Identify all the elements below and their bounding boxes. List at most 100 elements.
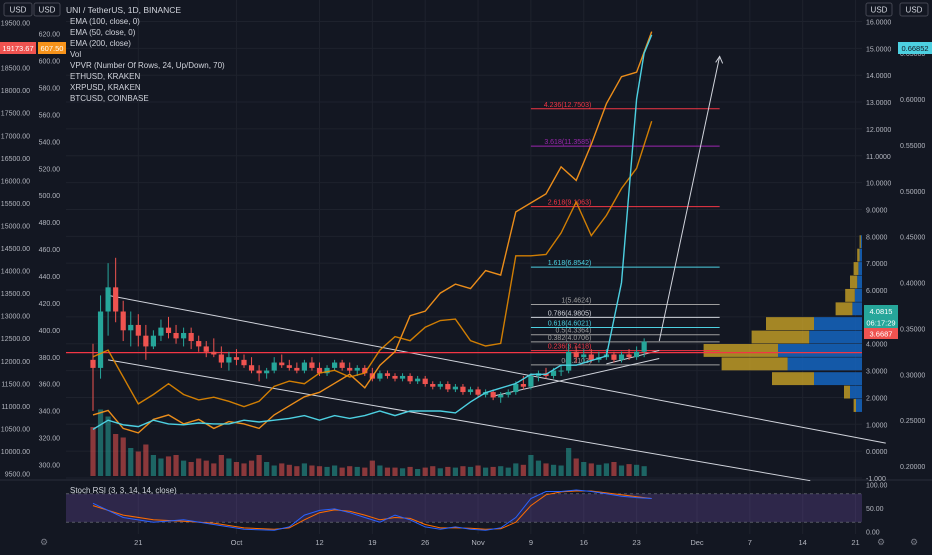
volume-bar	[581, 462, 587, 476]
volume-bar	[105, 416, 111, 476]
vpvr-up-bar	[772, 372, 814, 386]
candle-body	[105, 287, 111, 312]
volume-bar	[505, 467, 511, 476]
volume-bar	[181, 460, 187, 476]
legend-item-ema200[interactable]: EMA (200, close)	[70, 39, 131, 48]
candle-body	[226, 357, 232, 363]
legend-item-ethusd[interactable]: ETHUSD, KRAKEN	[70, 72, 140, 81]
fibonacci-levels[interactable]: 0(3.2103)0.236(3.7418)0.382(4.0706)0.5(4…	[530, 102, 720, 366]
volume-bar	[97, 409, 104, 476]
volume-bar	[339, 467, 345, 476]
xrp-axis-label: 0.65000	[900, 51, 925, 58]
eth-axis-label: 560.00	[39, 112, 61, 119]
vpvr-up-bar	[703, 343, 778, 357]
right-inner-currency-button[interactable]	[865, 2, 893, 17]
xrp-axis-label: 0.30000	[900, 372, 925, 379]
candle-body	[550, 370, 557, 376]
right-outer-currency-button[interactable]	[899, 2, 929, 17]
x-axis-label: 7	[748, 538, 752, 547]
candle-body	[264, 370, 270, 374]
volume-bar	[324, 466, 330, 476]
eth-axis-label: 500.00	[39, 193, 61, 200]
countdown-badge-text: 06:17:29	[866, 319, 895, 328]
left-inner-currency-label: USD	[39, 6, 56, 15]
btcusd-line	[92, 31, 653, 434]
eth-axis-label: 580.00	[39, 86, 61, 93]
legend-item-ema50[interactable]: EMA (50, close, 0)	[70, 28, 136, 37]
ema-price-badge-text: 3.6687	[870, 330, 893, 339]
eth-axis-label: 400.00	[39, 328, 61, 335]
left-inner-currency-button[interactable]	[33, 2, 61, 17]
volume-bar	[460, 466, 466, 476]
legend-item-xrpusd[interactable]: XRPUSD, KRAKEN	[70, 83, 141, 92]
trendlines[interactable]	[66, 55, 886, 482]
x-axis-label: 12	[315, 538, 323, 547]
volume-bar	[566, 448, 572, 476]
volume-bar	[135, 451, 141, 476]
eth-axis-label: 340.00	[39, 409, 61, 416]
btc-axis-label: 17500.00	[1, 111, 30, 118]
eth-price-badge-text: 607.50	[41, 44, 64, 53]
stoch-rsi-title[interactable]: Stoch RSI (3, 3, 14, 14, close)	[70, 486, 177, 495]
legend-item-btcusd[interactable]: BTCUSD, COINBASE	[70, 94, 149, 103]
x-axis-label: Nov	[471, 538, 485, 547]
volume-bar	[150, 455, 156, 476]
candle-body	[203, 346, 209, 352]
candles	[90, 257, 647, 411]
rsi-axis-label: 0.00	[866, 530, 880, 537]
far-right-settings-icon[interactable]: ⚙	[910, 537, 918, 547]
fib-level-label: 3.618(11.3585)	[544, 139, 591, 146]
vpvr-up-bar	[766, 317, 814, 331]
volume-bar	[354, 466, 360, 476]
stoch-rsi-d-line	[92, 490, 652, 530]
price-badge-group: 19173.67 607.50 0.66852 4.0815 06:17:29 …	[0, 42, 932, 339]
right-settings-icon[interactable]: ⚙	[877, 537, 885, 547]
xrp-axis-label: 0.55000	[900, 143, 925, 150]
volume-bar	[467, 466, 474, 476]
eth-axis-label: 620.00	[39, 32, 61, 39]
x-axis-label: 26	[421, 538, 429, 547]
candle-body	[165, 327, 172, 333]
vpvr-down-bar	[860, 235, 862, 249]
legend-item-vpvr[interactable]: VPVR (Number Of Rows, 24, Up/Down, 70)	[70, 61, 225, 70]
volume-bar	[498, 466, 504, 476]
vpvr-up-bar	[751, 330, 810, 344]
volume-bar	[626, 464, 632, 476]
volume-bar	[301, 463, 307, 476]
volume-bar	[618, 465, 625, 476]
uni-price-badge-text: 4.0815	[870, 307, 893, 316]
uni-axis-label: 14.0000	[866, 73, 891, 80]
fib-level-label: 0.786(4.9805)	[548, 310, 592, 317]
eth-axis-label: 380.00	[39, 355, 61, 362]
legend-item-ema100[interactable]: EMA (100, close, 0)	[70, 17, 140, 26]
candle-body	[611, 354, 617, 360]
fib-level-label: 0.236(3.7418)	[548, 344, 592, 351]
btc-axis-label: 15500.00	[1, 201, 30, 208]
candle-body	[286, 365, 292, 368]
btc-price-badge-text: 19173.67	[2, 44, 33, 53]
ema-price-badge	[864, 328, 898, 339]
candle-body	[581, 354, 587, 358]
left-settings-icon[interactable]: ⚙	[40, 537, 48, 547]
x-axis-label: Dec	[690, 538, 704, 547]
legend-item-vol[interactable]: Vol	[70, 50, 81, 59]
candle-body	[566, 351, 572, 371]
volume-bar	[422, 467, 428, 476]
left-outer-currency-button[interactable]	[3, 2, 33, 17]
volume-bar	[90, 427, 96, 476]
candle-body	[158, 327, 164, 336]
volume-bar	[392, 467, 398, 476]
uni-axis-label: 9.0000	[866, 207, 888, 214]
candle-body	[377, 373, 383, 379]
eth-axis-label: 480.00	[39, 220, 61, 227]
volume-bar	[588, 463, 594, 476]
volume-bar	[203, 460, 209, 476]
uni-axis-label: 10.0000	[866, 181, 891, 188]
btc-axis-label: 13000.00	[1, 314, 30, 321]
btc-axis-label: 16500.00	[1, 156, 30, 163]
volume-bar	[445, 466, 451, 476]
btc-axis-label: 14000.00	[1, 269, 30, 276]
eth-axis-label: 520.00	[39, 166, 61, 173]
x-axis-label: Oct	[231, 538, 244, 547]
